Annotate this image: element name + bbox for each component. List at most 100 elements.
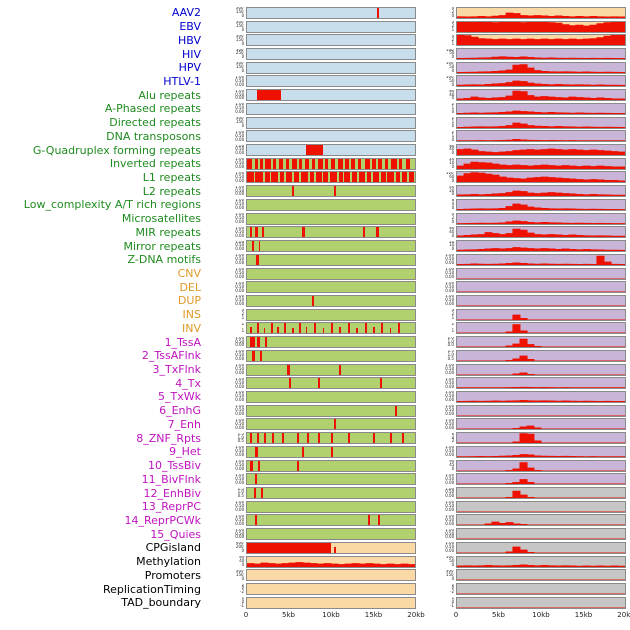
track-label: DEL <box>179 280 201 294</box>
y-tick-label: 1.00 <box>235 199 244 204</box>
track-panel-right <box>456 541 626 554</box>
signal-bar <box>331 446 334 457</box>
track-panel-right <box>456 418 626 431</box>
y-tick-label: 0 <box>451 13 454 19</box>
signal-bar <box>339 364 342 375</box>
track-label: HIV <box>181 47 201 61</box>
track-label: Directed repeats <box>109 116 201 130</box>
signal-bar <box>277 327 279 334</box>
y-axis-ticks-left: 400 200 0 <box>204 542 246 553</box>
track-panel-left <box>246 377 416 390</box>
track-row: AAV2 300 150 0 4 2 0 <box>0 6 630 20</box>
y-tick-label: 0 <box>451 68 454 74</box>
y-axis-ticks-right: 100 50 0 <box>416 76 456 87</box>
signal-area <box>457 282 625 292</box>
track-label: ReplicationTiming <box>102 582 201 596</box>
y-tick-label: 0 <box>241 548 244 554</box>
y-tick-label: 0 <box>241 41 244 46</box>
track-label: 2_TssAFlnk <box>141 349 201 363</box>
signal-area <box>457 351 625 361</box>
y-tick-label: 0.50 <box>235 92 244 98</box>
signal-bar <box>311 158 316 169</box>
signal-bar <box>356 328 358 334</box>
y-axis-ticks-left: 1.00 0.50 0.00 <box>204 460 246 471</box>
signal-bar <box>344 172 351 183</box>
track-panel-left <box>246 308 416 321</box>
y-tick-label: 0.50 <box>235 215 244 221</box>
track-row: HBV 300 150 0 3 2 1 <box>0 33 630 47</box>
signal-area <box>457 90 625 101</box>
signal-area <box>457 159 625 169</box>
signal-bar <box>389 328 392 334</box>
y-tick-label: 0.00 <box>235 260 244 266</box>
y-tick-label: 0 <box>451 151 454 156</box>
y-tick-label: 1.00 <box>235 226 244 231</box>
track-row: 1_TssA 1.00 0.50 0.00 2.0 1.0 0.0 <box>0 335 630 349</box>
signal-area <box>457 104 625 114</box>
y-tick-label: 1.00 <box>445 377 454 382</box>
y-tick-label: 0 <box>451 96 454 101</box>
y-tick-label: 0 <box>241 13 244 19</box>
y-tick-label: 0.0 <box>447 343 454 348</box>
y-tick-label: 0 <box>451 164 454 170</box>
y-tick-label: 300 <box>236 117 244 121</box>
y-tick-label: 0.50 <box>235 256 244 262</box>
y-tick-label: 40 <box>238 558 244 564</box>
signal-bar <box>250 433 253 444</box>
y-tick-label: 1.00 <box>235 350 244 354</box>
track-panel-right <box>456 240 626 253</box>
y-tick-label: 0 <box>451 82 454 87</box>
signal-bar <box>394 405 397 416</box>
x-tick-label: 20kb <box>407 610 425 619</box>
y-tick-label: 0 <box>451 466 454 472</box>
y-tick-label: 1.00 <box>235 336 244 341</box>
y-axis-ticks-left: 1.00 0.50 0.00 <box>204 529 246 540</box>
x-tick-label: 15kb <box>574 610 593 619</box>
track-row: 12_EnhBiv 1.5 1.0 0.5 1.00 0.50 0.00 <box>0 486 630 500</box>
track-panel-right <box>456 377 626 390</box>
signal-bar <box>317 158 323 169</box>
y-tick-label: 0.00 <box>235 411 244 417</box>
track-panel-right <box>456 363 626 376</box>
track-label: Promoters <box>144 568 201 582</box>
signal-bar <box>257 460 261 471</box>
signal-bar <box>256 254 260 265</box>
x-tick-label: 10kb <box>322 610 340 619</box>
track-panel-right <box>456 212 626 225</box>
y-tick-label: 0 <box>241 55 244 60</box>
track-label: Low_complexity A/T rich regions <box>23 198 201 212</box>
track-panel-left <box>246 253 416 266</box>
y-axis-ticks-right: 2.0 1.0 0.0 <box>416 337 456 348</box>
y-axis-ticks-right: 1.00 0.50 0.00 <box>416 268 456 279</box>
y-tick-label: 10 <box>448 243 454 249</box>
signal-bar <box>314 323 317 334</box>
track-panel-right <box>456 487 626 500</box>
y-tick-label: 0 <box>241 599 244 605</box>
signal-bar <box>285 158 289 169</box>
signal-area <box>457 543 625 553</box>
y-axis-ticks-right: 1.00 0.50 0.00 <box>416 474 456 485</box>
track-row: CPGisland 400 200 0 1.00 0.50 0.00 <box>0 541 630 555</box>
y-tick-label: 0.00 <box>235 274 244 280</box>
y-tick-label: 0 <box>451 55 454 60</box>
signal-area <box>457 488 625 499</box>
track-row: 3_TxFlnk 1.00 0.50 0.00 1.00 0.50 0.00 <box>0 363 630 377</box>
signal-bar <box>291 158 297 169</box>
track-panel-left <box>246 514 416 527</box>
y-tick-label: 2.0 <box>447 336 454 341</box>
signal-bar <box>330 172 337 183</box>
signal-bar <box>299 323 302 334</box>
signal-bar <box>384 158 389 169</box>
y-tick-label: 0.00 <box>235 219 244 225</box>
y-tick-label: 60 <box>448 174 454 180</box>
track-panel-right <box>456 583 626 596</box>
y-tick-label: 40 <box>448 185 454 190</box>
track-panel-left <box>246 281 416 294</box>
signal-bar <box>364 323 367 334</box>
y-tick-label: 0.00 <box>445 425 454 430</box>
y-tick-label: 0.00 <box>235 82 244 87</box>
signal-bar <box>264 172 270 183</box>
signal-bar <box>247 542 331 553</box>
track-panel-right <box>456 226 626 239</box>
y-tick-label: 0.50 <box>445 531 454 537</box>
